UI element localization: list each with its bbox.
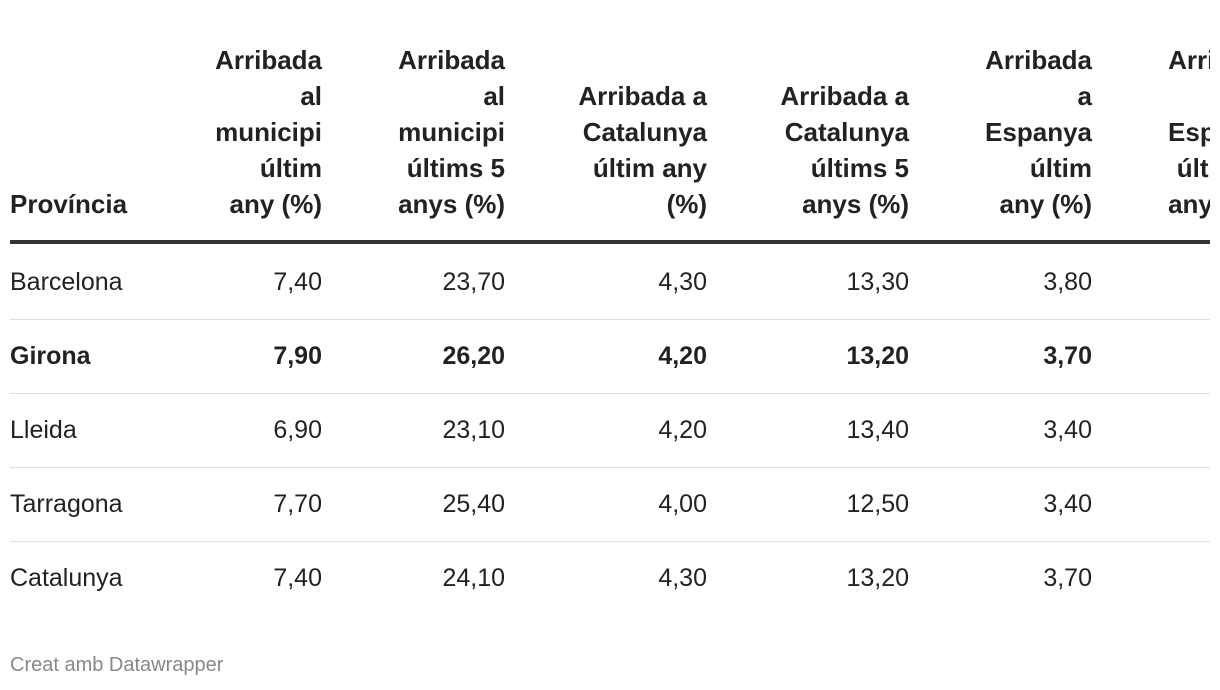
cell: 25,40 bbox=[442, 490, 505, 518]
row-label: Lleida bbox=[10, 416, 77, 444]
cell: 4,20 bbox=[658, 416, 707, 444]
cell: 3,70 bbox=[1043, 342, 1092, 370]
row-rule bbox=[10, 467, 1210, 468]
cell: 13,20 bbox=[846, 564, 909, 592]
row-label: Girona bbox=[10, 342, 91, 370]
column-header: Arribada a Espanya últim any (%) bbox=[985, 45, 1092, 219]
cell: 23,10 bbox=[442, 416, 505, 444]
column-header: Arribada a Espanya últims 5 anys (%) bbox=[1168, 45, 1210, 219]
cell: 7,70 bbox=[273, 490, 322, 518]
cell: 13,20 bbox=[846, 342, 909, 370]
cell: 12,50 bbox=[846, 490, 909, 518]
cell: 26,20 bbox=[442, 342, 505, 370]
column-header: Província bbox=[10, 189, 128, 219]
row-label: Catalunya bbox=[10, 564, 123, 592]
cell: 23,70 bbox=[442, 268, 505, 296]
column-header: Arribada al municipi últims 5 anys (%) bbox=[398, 45, 505, 219]
cell: 3,40 bbox=[1043, 416, 1092, 444]
column-header: Arribada a Catalunya últims 5 anys (%) bbox=[780, 81, 909, 219]
row-label: Barcelona bbox=[10, 268, 123, 296]
column-header: Arribada al municipi últim any (%) bbox=[215, 45, 322, 219]
header-rule bbox=[10, 240, 1210, 244]
row-rule bbox=[10, 393, 1210, 394]
cell: 3,70 bbox=[1043, 564, 1092, 592]
cell: 3,40 bbox=[1043, 490, 1092, 518]
footer: Creat amb Datawrapper bbox=[10, 654, 224, 676]
cell: 13,40 bbox=[846, 416, 909, 444]
cell: 24,10 bbox=[442, 564, 505, 592]
cell: 4,20 bbox=[658, 342, 707, 370]
cell: 6,90 bbox=[273, 416, 322, 444]
row-rule bbox=[10, 319, 1210, 320]
cell: 4,30 bbox=[658, 564, 707, 592]
cell: 4,00 bbox=[658, 490, 707, 518]
cell: 7,40 bbox=[273, 268, 322, 296]
cell: 7,90 bbox=[273, 342, 322, 370]
cell: 13,30 bbox=[846, 268, 909, 296]
cell: 7,40 bbox=[273, 564, 322, 592]
cell: 4,30 bbox=[658, 268, 707, 296]
row-label: Tarragona bbox=[10, 490, 123, 518]
row-rule bbox=[10, 541, 1210, 542]
column-header: Arribada a Catalunya últim any (%) bbox=[578, 81, 707, 219]
cell: 3,80 bbox=[1043, 268, 1092, 296]
